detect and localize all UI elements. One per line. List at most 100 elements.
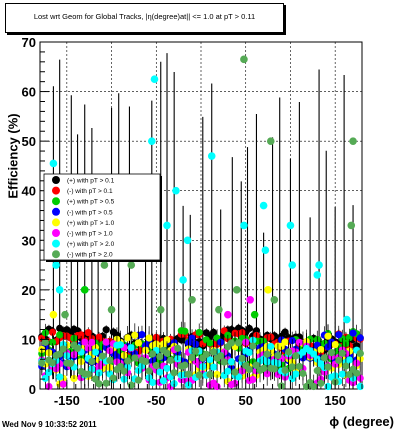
data-point	[48, 359, 57, 367]
data-point	[338, 370, 346, 378]
data-point	[206, 339, 214, 347]
data-point-outlier	[55, 286, 64, 294]
data-point-outlier	[61, 310, 69, 319]
data-point	[220, 358, 228, 366]
data-point	[338, 349, 346, 357]
data-point-outlier	[347, 221, 356, 230]
data-point	[260, 364, 268, 373]
data-point	[292, 370, 300, 378]
data-point	[184, 370, 193, 378]
legend-label: (-) with pT > 0.1	[67, 188, 113, 195]
data-point	[213, 370, 221, 379]
data-point	[166, 356, 175, 364]
data-point-outlier	[148, 137, 156, 145]
data-point-outlier	[215, 305, 223, 314]
data-point-outlier	[179, 276, 187, 284]
data-point-outlier	[259, 201, 268, 210]
title-box: Lost wrt Geom for Global Tracks, |η(degr…	[5, 3, 284, 33]
data-point	[202, 350, 210, 358]
data-point-outlier	[207, 152, 216, 160]
y-axis-label: Efficiency (%)	[5, 113, 21, 199]
data-point	[324, 382, 332, 391]
data-point	[102, 338, 110, 346]
data-point	[149, 350, 157, 358]
data-point	[102, 379, 110, 387]
data-point	[134, 339, 142, 347]
x-tick-label: -150	[54, 393, 80, 408]
data-point	[127, 344, 135, 352]
data-point	[295, 338, 303, 346]
data-point	[120, 367, 128, 375]
data-point	[313, 367, 321, 375]
data-point-outlier	[100, 261, 109, 269]
data-point	[109, 374, 117, 382]
data-point	[41, 374, 49, 382]
data-point	[342, 362, 350, 370]
data-point	[48, 328, 57, 336]
data-point	[288, 363, 296, 371]
data-point	[281, 338, 289, 346]
data-point	[88, 338, 96, 346]
data-point	[234, 339, 243, 347]
data-point	[356, 382, 364, 391]
legend-label: (+) with pT > 1.0	[67, 220, 115, 227]
y-tick-label: 50	[22, 134, 36, 149]
data-point	[152, 361, 160, 370]
data-point-outlier	[127, 261, 136, 269]
data-point	[174, 344, 182, 352]
data-point-outlier	[80, 286, 89, 294]
axes: -150 -100 -50 0 50 100 150 0 10 20 30 40 50 60 70	[22, 35, 363, 408]
data-point-outlier	[246, 295, 254, 304]
y-tick-label: 30	[22, 233, 36, 248]
data-point	[209, 363, 218, 371]
data-point	[345, 356, 354, 364]
data-point-outlier	[240, 55, 248, 64]
data-point-outlier	[224, 310, 232, 319]
data-point	[356, 334, 364, 342]
legend-marker	[52, 218, 60, 227]
data-point	[245, 324, 253, 333]
data-point	[195, 371, 203, 379]
data-point	[299, 369, 307, 378]
legend-marker	[52, 239, 60, 248]
data-point	[134, 376, 142, 384]
data-point	[209, 328, 218, 336]
data-point	[88, 357, 96, 366]
data-point	[181, 361, 189, 369]
data-point-outlier	[52, 261, 60, 269]
data-point	[99, 352, 107, 360]
data-point	[227, 339, 236, 347]
data-point	[295, 362, 303, 371]
data-point-outlier	[288, 261, 297, 269]
data-point	[209, 348, 218, 356]
data-point	[310, 350, 318, 358]
data-point	[124, 334, 132, 342]
data-point	[206, 356, 214, 364]
data-point	[56, 350, 64, 358]
data-point	[317, 346, 325, 354]
data-point	[238, 354, 246, 362]
data-point	[245, 348, 253, 357]
data-point	[317, 379, 325, 387]
data-point	[138, 331, 146, 339]
data-point-outlier	[49, 310, 58, 319]
data-point-outlier	[163, 221, 171, 230]
x-tick-label: 100	[280, 393, 302, 408]
data-point	[77, 331, 85, 339]
data-point	[156, 368, 164, 376]
legend-label: (+) with pT > 0.1	[67, 178, 115, 185]
data-point-outlier	[264, 286, 272, 294]
legend-marker	[52, 250, 60, 259]
data-point	[335, 331, 343, 339]
data-point	[149, 378, 157, 387]
data-point-outlier	[349, 137, 357, 145]
data-point	[159, 377, 168, 385]
legend-marker	[52, 197, 60, 206]
data-point	[170, 369, 178, 377]
y-tick-label: 40	[22, 184, 36, 199]
chart-title: Lost wrt Geom for Global Tracks, |η(degr…	[33, 12, 256, 21]
data-point	[145, 367, 153, 375]
legend-label: (-) with pT > 2.0	[67, 252, 113, 259]
data-point	[56, 331, 64, 339]
data-point	[217, 352, 225, 360]
